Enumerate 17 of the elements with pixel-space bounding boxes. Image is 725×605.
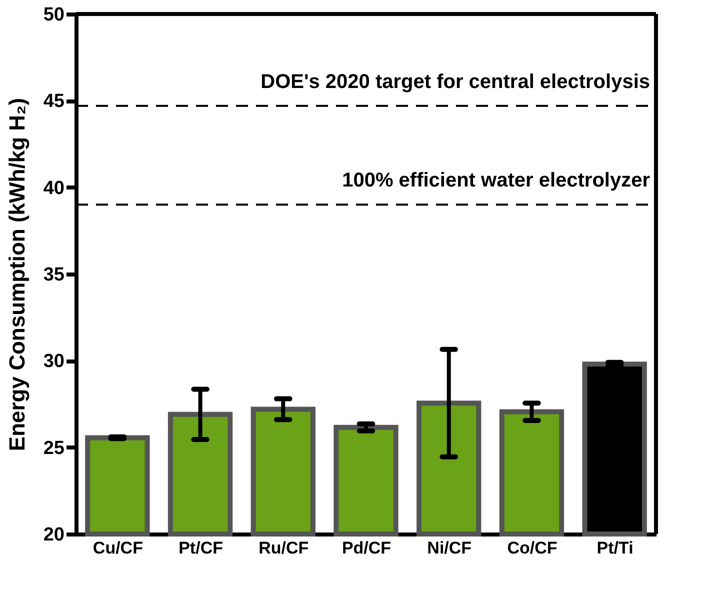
x-tick-label: Co/CF [507,538,558,558]
x-tick-label: Pd/CF [342,538,392,558]
x-tick-label: Pt/CF [178,538,223,558]
y-axis-title: Energy Consumption (kWh/kg H₂) [4,98,30,452]
y-tick-label: 45 [43,91,65,112]
y-tick-label: 20 [43,524,64,546]
y-tick-label: 30 [43,351,64,372]
x-tick-label: Ni/CF [427,538,472,558]
y-tick-label: 40 [43,178,64,199]
x-tick-label: Cu/CF [92,538,143,558]
x-tick-label: Pt/Ti [596,538,634,558]
x-tick-label: Ru/CF [258,538,309,558]
y-tick-label: 25 [43,438,65,459]
ref-line-label: DOE's 2020 target for central electrolysis [260,70,650,93]
ref-line-label: 100% efficient water electrolyzer [342,170,650,192]
y-tick-label: 35 [43,264,65,286]
y-tick-label: 50 [43,4,64,26]
